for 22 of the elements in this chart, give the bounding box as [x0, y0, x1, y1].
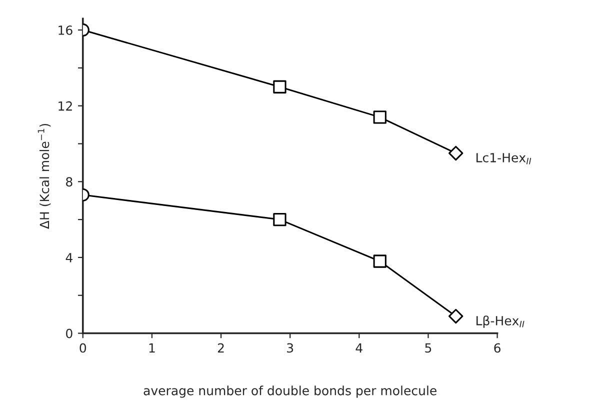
y-tick-label: 0 — [66, 328, 72, 338]
y-axis-title: ΔH (Kcal mole$^{−1}$) — [38, 124, 51, 229]
x-tick-label: 6 — [494, 343, 500, 353]
x-tick-label: 5 — [425, 343, 432, 353]
x-tick-label: 4 — [356, 343, 362, 352]
x-tick-label: 0 — [80, 343, 86, 353]
y-tick-label: 16 — [58, 25, 72, 35]
y-tick-label: 4 — [66, 253, 72, 262]
x-tick-label: 2 — [218, 343, 224, 352]
point — [448, 308, 464, 324]
point — [373, 254, 386, 268]
x-axis-title: average number of double bonds per molecule — [144, 386, 436, 398]
point — [273, 212, 286, 226]
x-tick-label: 3 — [287, 343, 294, 353]
point — [373, 110, 386, 124]
series-label: Lc1-Hex$_{II}$ — [476, 153, 532, 164]
point — [448, 146, 464, 161]
point — [273, 80, 286, 94]
y-tick-label: 12 — [58, 101, 72, 111]
x-tick-label: 1 — [149, 343, 155, 352]
series-label: Lβ-Hex$_{II}$ — [476, 316, 524, 328]
y-tick-label: 8 — [66, 177, 72, 187]
